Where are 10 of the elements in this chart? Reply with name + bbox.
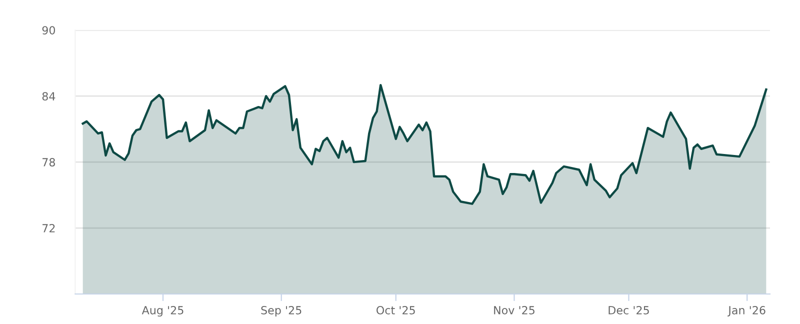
x-tick-label: Sep '25 <box>261 306 302 317</box>
x-tick-label: Oct '25 <box>376 306 415 314</box>
y-tick-label: 78 <box>42 158 55 166</box>
x-tick-label: Jan '26 <box>728 306 766 316</box>
x-tick-label: Aug '25 <box>142 306 184 317</box>
y-tick-label: 84 <box>42 92 56 100</box>
x-tick-label: Nov '25 <box>494 306 534 314</box>
y-tick-label: 72 <box>42 224 55 232</box>
x-tick-label: Dec '25 <box>608 306 649 314</box>
y-tick-label: 90 <box>42 26 56 35</box>
